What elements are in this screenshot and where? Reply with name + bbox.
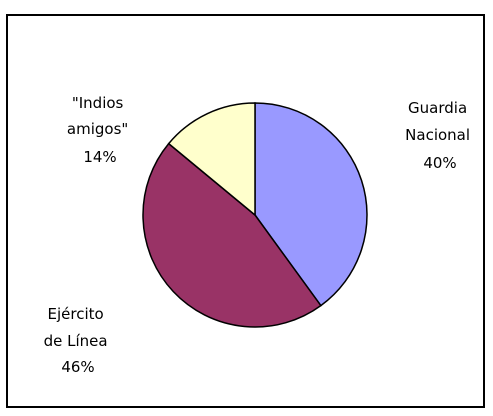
- pie-slice-indios-amigos: [167, 102, 256, 217]
- slice-label-ejercito-de-linea: Ejército de Línea 46%: [44, 305, 113, 376]
- pie-slice-guardia-nacional: [254, 102, 368, 307]
- pie-slice-ejercito-de-linea: [142, 142, 322, 328]
- slice-label-indios-amigos: "Indios amigos" 14%: [67, 94, 133, 166]
- slice-label-guardia-nacional: Guardia Nacional 40%: [405, 99, 475, 172]
- pie-slices: [142, 102, 368, 328]
